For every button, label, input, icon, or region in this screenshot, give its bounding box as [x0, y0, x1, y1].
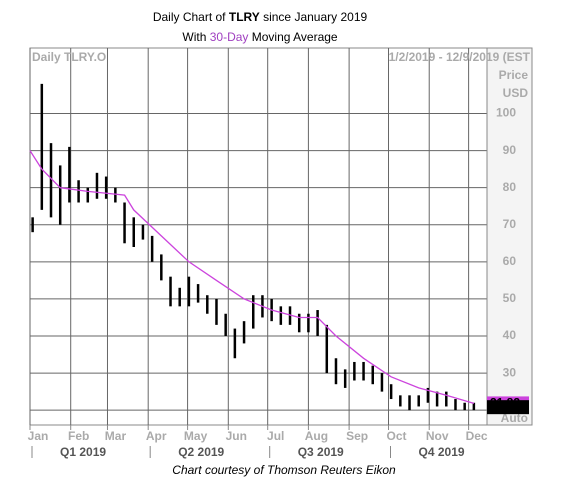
title-part: Daily Chart of [153, 10, 226, 24]
x-tick-label: Sep [346, 429, 368, 443]
scale-mode: Auto [501, 411, 528, 425]
x-tick-label: Jan [28, 429, 49, 443]
x-tick-label: Dec [466, 429, 488, 443]
y-tick-label: 70 [503, 217, 517, 231]
axis-unit: Price [499, 68, 529, 82]
ticker: TLRY [229, 10, 260, 24]
quarter-label: Q2 2019 [178, 445, 224, 459]
y-tick-label: 50 [503, 291, 517, 305]
quarter-label: Q3 2019 [298, 445, 344, 459]
moving-average [29, 150, 475, 405]
y-tick-label: 60 [503, 254, 517, 268]
quarter-label: Q1 2019 [60, 445, 106, 459]
chart-subtitle: With 30-Day Moving Average [182, 30, 338, 44]
price-axis-area [486, 47, 533, 426]
chart-title: Daily Chart of TLRY since January 2019 [153, 10, 368, 24]
x-tick-label: Nov [426, 429, 449, 443]
x-tick-label: Apr [146, 429, 167, 443]
instrument: Daily TLRY.O [32, 50, 106, 64]
x-tick-label: May [184, 429, 208, 443]
subtitle-part: With [182, 30, 206, 44]
ma-label: 30-Day [210, 30, 249, 44]
y-tick-label: 30 [503, 365, 517, 379]
subtitle-part: Moving Average [252, 30, 338, 44]
title-part: since January 2019 [263, 10, 367, 24]
plot-frame [29, 47, 488, 426]
y-tick-label: 40 [503, 328, 517, 342]
x-tick-label: Mar [105, 429, 127, 443]
y-tick-label: 90 [503, 143, 517, 157]
date-range: 1/2/2019 - 12/9/2019 (EST [389, 50, 531, 64]
x-tick-label: Oct [387, 429, 407, 443]
last-value-label: 20.81 [490, 399, 520, 413]
x-tick-label: Feb [68, 429, 89, 443]
source-note: Chart courtesy of Thomson Reuters Eikon [172, 463, 396, 477]
x-tick-label: Aug [305, 429, 328, 443]
axis-unit: USD [503, 86, 529, 100]
last-value-box [487, 400, 529, 415]
x-tick-label: Jul [267, 429, 284, 443]
y-tick-label: 100 [496, 106, 516, 120]
quarter-label: Q4 2019 [419, 445, 465, 459]
x-tick-label: Jun [226, 429, 247, 443]
y-tick-label: 80 [503, 180, 517, 194]
